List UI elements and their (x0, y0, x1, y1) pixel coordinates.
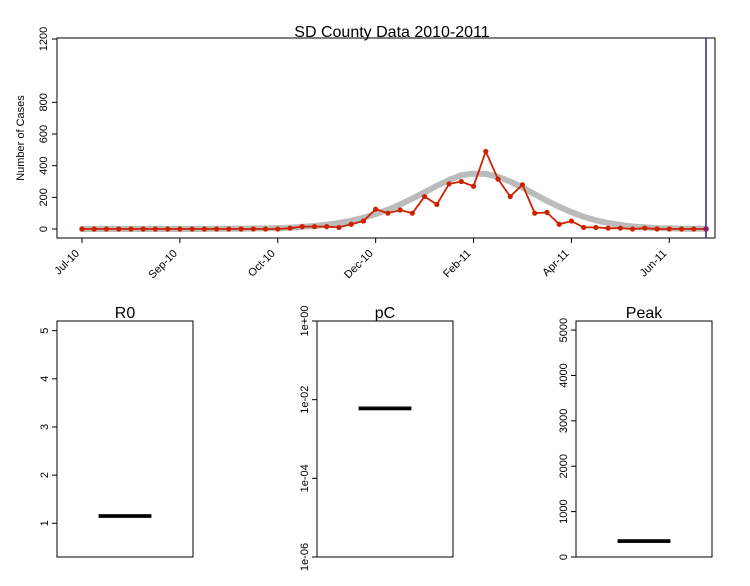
y-tick-label-main: 800 (38, 93, 50, 111)
panel-title-peak: Peak (626, 305, 663, 322)
data-point (397, 207, 403, 213)
y-tick-label-main: 400 (38, 156, 50, 174)
y-tick-label-r0: 4 (39, 376, 51, 382)
data-point (336, 224, 342, 231)
data-point (654, 226, 660, 232)
y-tick-label-peak: 0 (558, 554, 570, 560)
box-body-peak (617, 539, 671, 544)
data-point (140, 226, 146, 232)
data-point (238, 226, 244, 232)
data-point (519, 182, 526, 188)
panel-title-r0: R0 (115, 305, 136, 322)
y-tick-label-r0: 1 (39, 520, 51, 526)
data-point (201, 226, 207, 232)
data-point (434, 201, 440, 208)
data-point (409, 210, 415, 216)
data-point (691, 226, 697, 232)
data-point (103, 226, 110, 232)
data-point (642, 225, 648, 231)
data-point (544, 209, 550, 215)
data-point (177, 226, 183, 232)
data-point (360, 218, 367, 224)
data-point (678, 226, 685, 232)
y-axis-label-main: Number of Cases (15, 95, 27, 181)
y-tick-label-main: 0 (38, 226, 50, 232)
data-point (348, 221, 354, 227)
x-tick-label-main: Apr-11 (540, 248, 571, 279)
data-point (165, 226, 171, 232)
data-point (299, 224, 305, 230)
data-point (91, 226, 97, 232)
data-point (605, 225, 611, 231)
box-body-r0 (98, 514, 152, 518)
y-tick-label-peak: 4000 (558, 363, 570, 387)
vertical-marker-point (703, 226, 709, 232)
box-body-pc (358, 406, 412, 411)
data-point (495, 176, 501, 182)
data-point (446, 181, 452, 187)
data-point (593, 224, 599, 231)
data-point (152, 226, 159, 232)
y-tick-label-peak: 3000 (558, 409, 570, 433)
x-tick-label-main: Sep-10 (146, 248, 180, 282)
data-point (385, 210, 391, 216)
data-point (556, 221, 562, 227)
plot-frame-main (56, 37, 716, 239)
data-point (458, 178, 464, 185)
x-tick-label-main: Dec-10 (342, 248, 376, 282)
data-point (189, 226, 195, 232)
x-tick-label-main: Oct-10 (246, 248, 278, 280)
x-tick-label-main: Jun-11 (638, 248, 670, 280)
data-point (421, 193, 428, 200)
data-point (568, 218, 575, 224)
panel-title-pc: pC (375, 305, 395, 322)
data-point (629, 226, 636, 232)
y-tick-label-main: 200 (38, 188, 50, 206)
data-point (116, 226, 122, 232)
y-tick-label-pc: 1e-02 (299, 386, 311, 414)
data-point (262, 226, 269, 232)
data-point (226, 226, 232, 232)
data-point (373, 206, 379, 212)
y-tick-label-r0: 5 (39, 328, 51, 334)
y-tick-label-main: 600 (38, 125, 50, 143)
series-observed-line (82, 148, 706, 230)
y-tick-label-peak: 2000 (558, 454, 570, 478)
plot-frame-pc (316, 320, 454, 558)
y-tick-label-pc: 1e-06 (299, 543, 311, 571)
y-tick-label-pc: 1e+00 (299, 306, 311, 337)
data-point (581, 224, 587, 231)
y-tick-label-r0: 3 (39, 424, 51, 430)
data-point (79, 226, 85, 232)
y-tick-label-r0: 2 (39, 472, 51, 478)
data-point (275, 226, 281, 232)
chart-title-main: SD County Data 2010-2011 (294, 24, 489, 41)
series-fitted-curve (79, 170, 709, 232)
data-point (128, 226, 134, 232)
data-point (532, 210, 538, 216)
y-tick-label-main: 1200 (38, 27, 50, 51)
data-point (483, 148, 489, 155)
plot-frame-peak (575, 320, 713, 558)
data-point (324, 224, 330, 230)
y-tick-label-peak: 5000 (558, 318, 570, 342)
x-tick-label-main: Feb-11 (441, 248, 474, 281)
x-tick-label-main: Jul-10 (52, 248, 82, 278)
data-point (507, 193, 513, 200)
data-point (250, 226, 256, 232)
data-point (287, 225, 293, 231)
y-tick-label-pc: 1e-04 (299, 464, 311, 492)
data-point (470, 183, 477, 189)
plot-frame-r0 (56, 320, 194, 558)
data-point (311, 224, 318, 230)
data-point (213, 226, 220, 232)
y-tick-label-peak: 1000 (558, 499, 570, 523)
data-point (617, 225, 623, 231)
data-point (666, 226, 672, 232)
